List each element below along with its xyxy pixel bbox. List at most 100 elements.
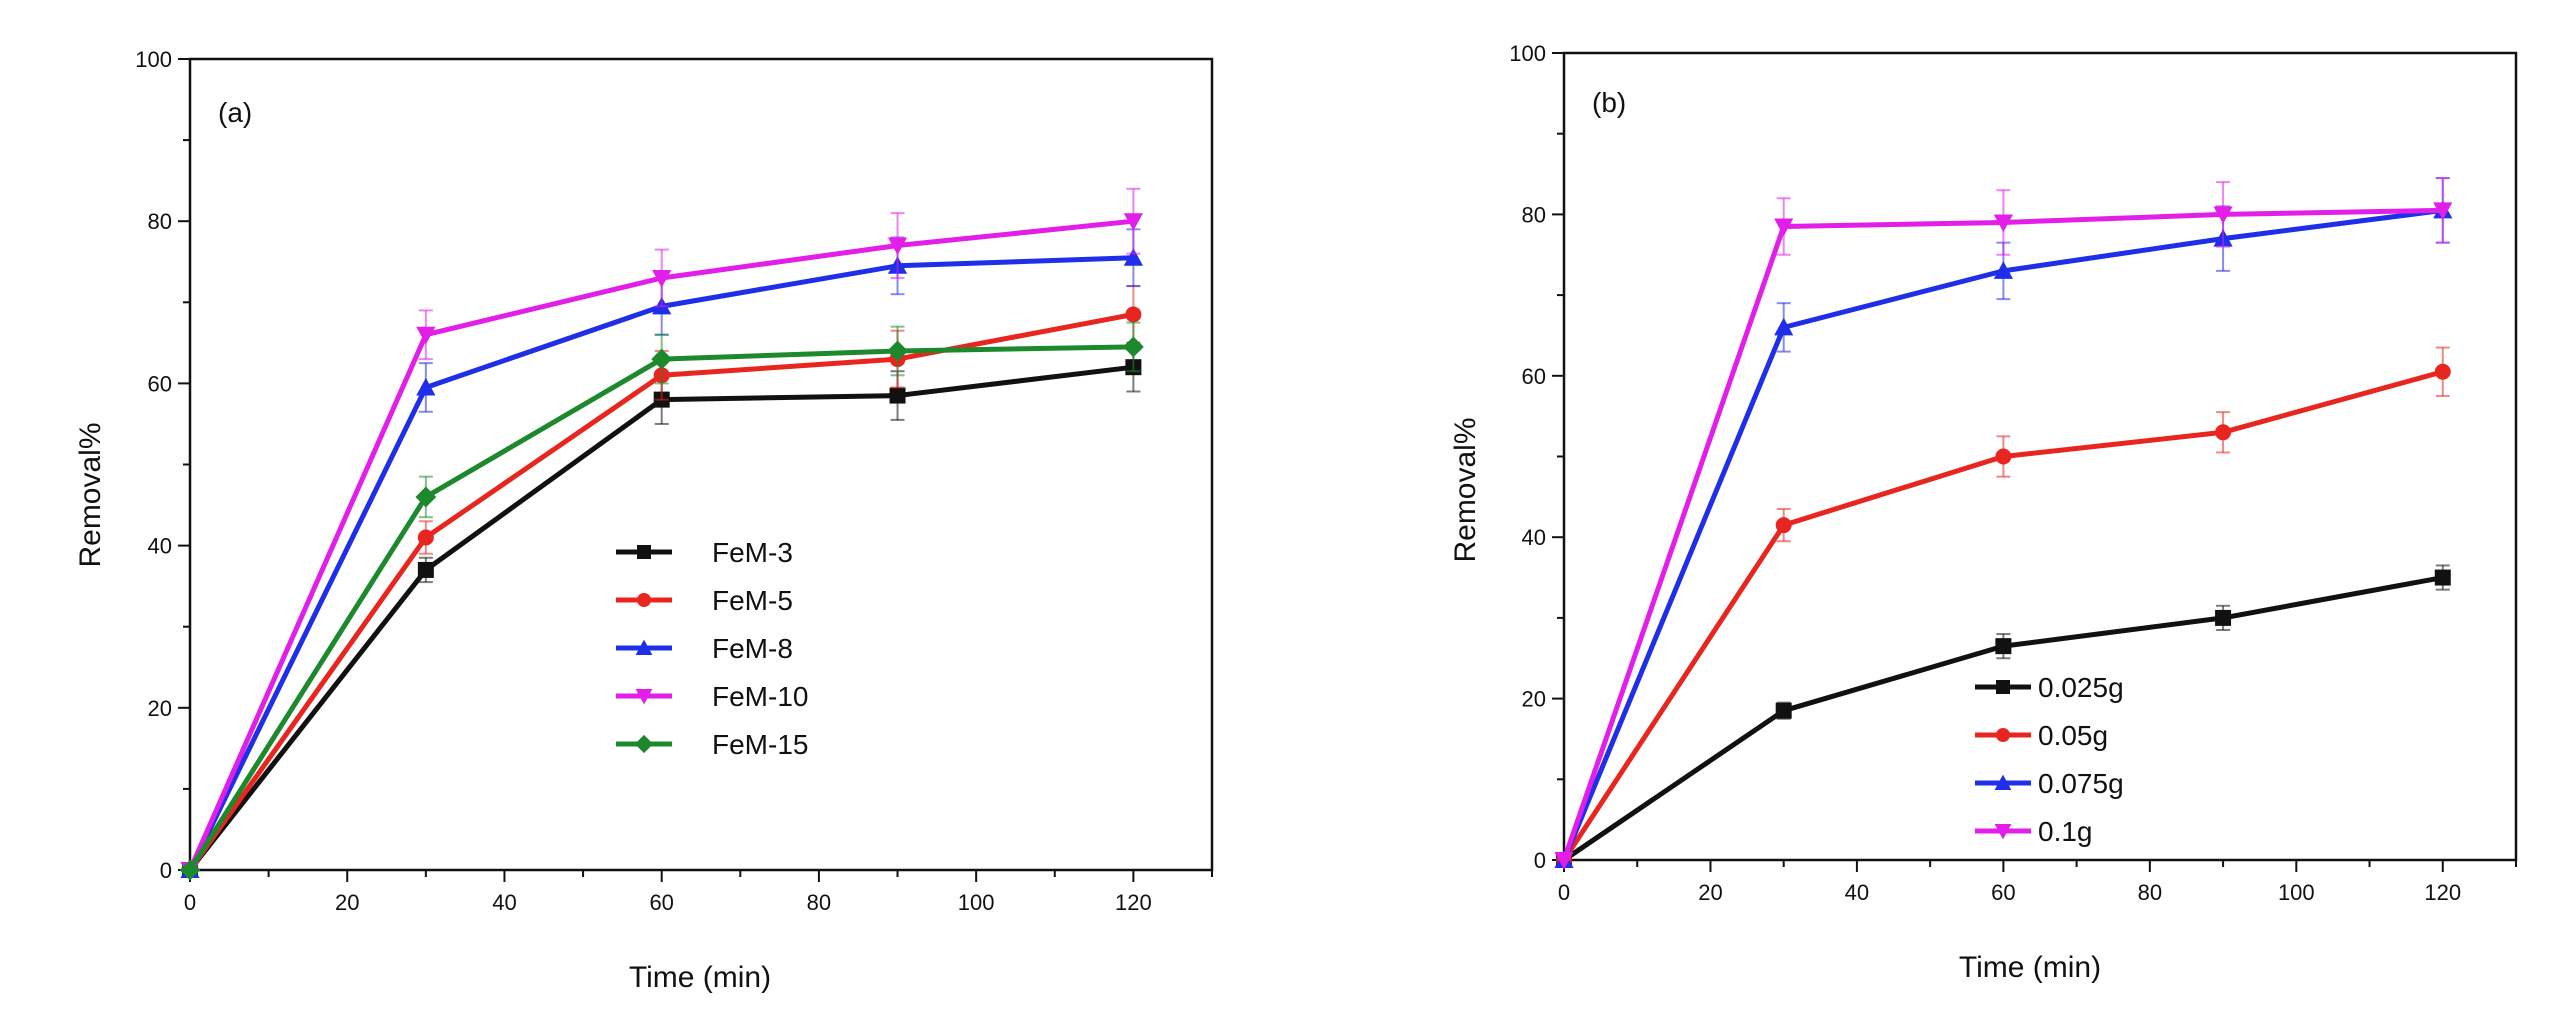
data-point bbox=[1993, 214, 2013, 233]
x-tick-label: 120 bbox=[2424, 880, 2461, 905]
data-point bbox=[651, 348, 673, 370]
data-point bbox=[415, 486, 437, 508]
y-tick-label: 20 bbox=[1522, 687, 1546, 712]
series-line bbox=[1561, 207, 2444, 861]
series-line bbox=[1562, 575, 2444, 863]
legend-entry: 0.075g bbox=[2038, 768, 2124, 799]
data-point bbox=[2434, 363, 2451, 380]
y-tick-label: 20 bbox=[148, 696, 172, 721]
legend-marker bbox=[635, 639, 653, 655]
x-axis-title: Time (min) bbox=[629, 961, 771, 994]
series-FeM-15 bbox=[179, 321, 1144, 881]
x-tick-label: 0 bbox=[184, 890, 196, 915]
series-FeM-10 bbox=[180, 187, 1143, 880]
series-0.075g bbox=[1554, 177, 2453, 868]
legend-marker bbox=[1996, 680, 2010, 694]
data-point bbox=[1122, 336, 1144, 358]
legend: 0.025g 0.05g 0.075g 0.1g bbox=[2038, 672, 2124, 847]
x-tick-label: 80 bbox=[2138, 880, 2162, 905]
y-tick-label: 40 bbox=[1522, 525, 1546, 550]
x-axis-title: Time (min) bbox=[1959, 951, 2101, 984]
x-tick-label: 100 bbox=[958, 890, 995, 915]
legend-label: 0.025g bbox=[2038, 672, 2124, 703]
legend-label: FeM-15 bbox=[712, 729, 808, 760]
x-tick-label: 20 bbox=[1698, 880, 1722, 905]
y-axis-title: Removal% bbox=[74, 422, 107, 567]
legend-label: FeM-8 bbox=[712, 633, 793, 664]
x-tick-label: 120 bbox=[1115, 890, 1152, 915]
legend-entry: FeM-8 bbox=[712, 633, 793, 664]
series-line bbox=[188, 364, 1134, 872]
legend-marker bbox=[637, 593, 651, 607]
data-point bbox=[1993, 261, 2013, 279]
y-tick-label: 80 bbox=[148, 209, 172, 234]
data-point bbox=[2433, 202, 2453, 220]
legend-marker bbox=[634, 734, 654, 754]
data-point bbox=[652, 269, 672, 288]
data-point bbox=[2213, 206, 2233, 224]
y-tick-label: 80 bbox=[1522, 202, 1546, 227]
legend: FeM-3 FeM-5 FeM-8 FeM-10 FeM-15 bbox=[712, 537, 808, 760]
legend-entry: 0.025g bbox=[2038, 672, 2124, 703]
data-point bbox=[1125, 306, 1142, 323]
legend-entry: FeM-5 bbox=[712, 585, 793, 616]
y-tick-label: 100 bbox=[1509, 41, 1546, 66]
data-point bbox=[2434, 569, 2451, 586]
legend-entry: FeM-15 bbox=[712, 729, 808, 760]
x-tick-label: 40 bbox=[1845, 880, 1869, 905]
legend-entry: FeM-10 bbox=[712, 681, 808, 712]
legend-marker bbox=[1994, 824, 2012, 840]
legend-label: 0.05g bbox=[2038, 720, 2108, 751]
data-point bbox=[1774, 218, 1794, 237]
legend-label: 0.075g bbox=[2038, 768, 2124, 799]
legend-entry: FeM-3 bbox=[712, 537, 793, 568]
y-tick-label: 100 bbox=[135, 47, 172, 72]
data-point bbox=[416, 377, 436, 396]
y-tick-label: 60 bbox=[1522, 364, 1546, 389]
legend-label: FeM-3 bbox=[712, 537, 793, 568]
panel-b: (b) Time (min) Removal% 0.025g 0.05g 0.0… bbox=[1449, 41, 2518, 984]
panel-a: (a) Time (min) Removal% FeM-3 FeM-5 FeM-… bbox=[74, 47, 1214, 994]
legend-marker bbox=[635, 689, 653, 705]
y-axis-title: Removal% bbox=[1449, 417, 1482, 562]
x-tick-label: 20 bbox=[335, 890, 359, 915]
legend-marker bbox=[1994, 774, 2012, 790]
series-0.05g bbox=[1556, 346, 2451, 868]
data-point bbox=[1995, 638, 2012, 655]
data-point bbox=[1554, 852, 1574, 870]
panel-label: (b) bbox=[1592, 87, 1626, 118]
y-tick-label: 0 bbox=[1534, 848, 1546, 873]
y-tick-label: 60 bbox=[148, 371, 172, 396]
panel-label: (a) bbox=[218, 97, 252, 128]
series-FeM-3 bbox=[182, 341, 1142, 878]
data-point bbox=[1774, 317, 1794, 336]
legend-label: FeM-10 bbox=[712, 681, 808, 712]
data-point bbox=[887, 340, 908, 362]
legend-marker bbox=[637, 545, 651, 559]
plot-frame bbox=[188, 57, 1214, 872]
data-point bbox=[417, 529, 434, 546]
series-0.1g bbox=[1554, 177, 2453, 870]
data-point bbox=[2215, 424, 2232, 441]
data-point bbox=[1995, 448, 2012, 465]
data-point bbox=[417, 561, 434, 578]
data-point bbox=[1775, 517, 1792, 534]
legend-entry: 0.1g bbox=[2038, 816, 2093, 847]
x-tick-label: 100 bbox=[2278, 880, 2315, 905]
series-0.025g bbox=[1556, 564, 2451, 868]
data-point bbox=[1123, 248, 1143, 266]
y-tick-label: 0 bbox=[160, 858, 172, 883]
legend-marker bbox=[1996, 728, 2010, 742]
data-point bbox=[889, 387, 906, 404]
x-tick-label: 40 bbox=[492, 890, 516, 915]
x-tick-label: 80 bbox=[807, 890, 831, 915]
data-point bbox=[887, 237, 908, 256]
legend-label: 0.1g bbox=[2038, 816, 2093, 847]
data-point bbox=[179, 859, 201, 881]
x-tick-label: 0 bbox=[1558, 880, 1570, 905]
legend-entry: 0.05g bbox=[2038, 720, 2108, 751]
data-point bbox=[416, 326, 436, 345]
x-tick-label: 60 bbox=[1991, 880, 2015, 905]
data-point bbox=[1775, 702, 1792, 719]
